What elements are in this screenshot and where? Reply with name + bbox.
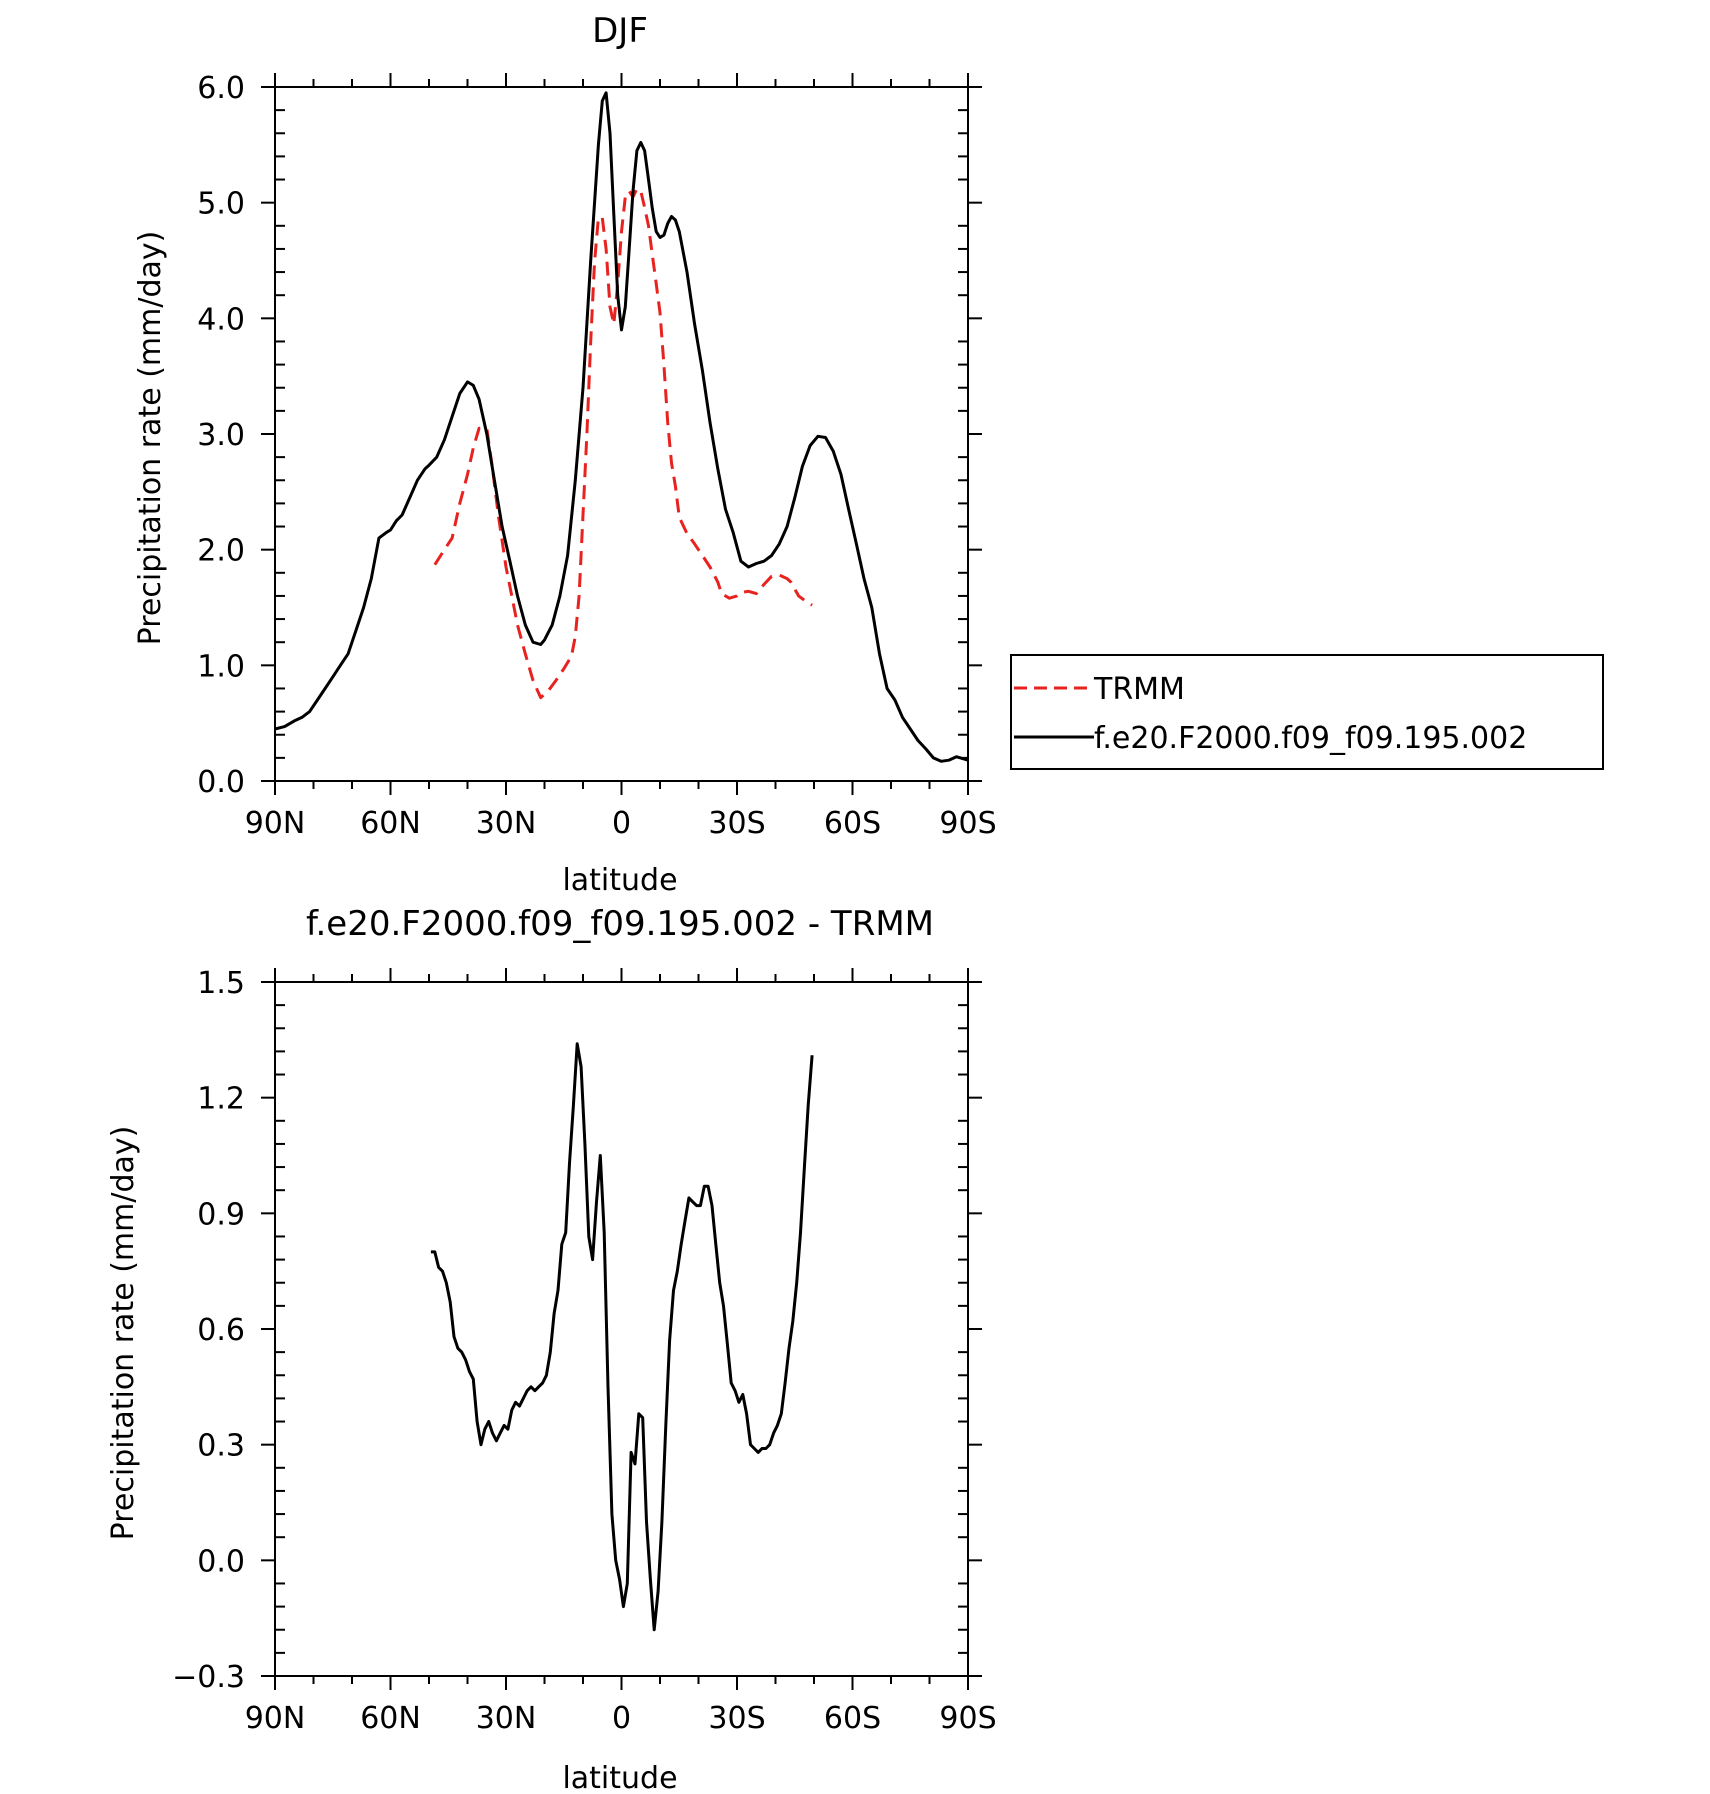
y-tick-label: 1.2	[197, 1082, 245, 1117]
bottom-x-axis-label: latitude	[562, 1761, 677, 1794]
plot-frame	[274, 86, 969, 782]
top-series	[274, 91, 969, 763]
x-tick-label: 90S	[939, 806, 996, 841]
x-tick-label: 90N	[245, 1701, 306, 1736]
x-tick-label: 30S	[708, 806, 765, 841]
y-tick-label: 5.0	[197, 187, 245, 222]
x-tick-label: 30N	[476, 1701, 537, 1736]
y-tick-label: 0.9	[197, 1197, 245, 1232]
legend-box	[1010, 654, 1604, 770]
top-title: DJF	[592, 11, 648, 51]
y-tick-label: 6.0	[197, 71, 245, 106]
y-tick-label: 2.0	[197, 534, 245, 569]
x-tick-label: 30N	[476, 806, 537, 841]
y-tick-label: 0.0	[197, 1544, 245, 1579]
x-tick-label: 60S	[824, 1701, 881, 1736]
y-tick-label: 4.0	[197, 302, 245, 337]
bottom-title: f.e20.F2000.f09_f09.195.002 - TRMM	[306, 904, 934, 944]
x-tick-label: 0	[612, 1701, 631, 1736]
x-tick-label: 60N	[360, 1701, 421, 1736]
bottom-axes: 90N 60N 30N 0 30S 60S 90S −0.3 0.0 0.3 0.6 0.9 1.2 1.…	[172, 966, 996, 1736]
top-panel: DJF 90N 60N 30N 0 30S 60S 90S 0.0 1.0 2.0 3.0 4.0 5.…	[133, 11, 997, 898]
plot-frame	[274, 981, 969, 1677]
y-tick-label: 0.3	[197, 1429, 245, 1464]
x-tick-label: 90N	[245, 806, 306, 841]
series-line-0	[430, 1042, 814, 1632]
x-tick-label: 30S	[708, 1701, 765, 1736]
bottom-y-axis-label: Precipitation rate (mm/day)	[106, 1126, 141, 1541]
bottom-panel: f.e20.F2000.f09_f09.195.002 - TRMM 90N 60…	[106, 904, 997, 1794]
legend-label-model: f.e20.F2000.f09_f09.195.002	[1094, 721, 1527, 756]
y-tick-label: 0.6	[197, 1313, 245, 1348]
y-tick-label: 1.5	[197, 966, 245, 1001]
legend: TRMM f.e20.F2000.f09_f09.195.002	[1010, 654, 1604, 770]
legend-label-trmm: TRMM	[1093, 672, 1185, 707]
top-axes: 90N 60N 30N 0 30S 60S 90S 0.0 1.0 2.0 3.0 4.0 5.0 6.0	[197, 71, 996, 841]
top-y-axis-label: Precipitation rate (mm/day)	[133, 231, 168, 646]
x-tick-label: 90S	[939, 1701, 996, 1736]
x-tick-label: 60S	[824, 806, 881, 841]
bottom-series	[430, 1042, 814, 1632]
y-tick-label: 0.0	[197, 765, 245, 800]
x-tick-label: 0	[612, 806, 631, 841]
y-tick-label: 3.0	[197, 418, 245, 453]
y-tick-label: 1.0	[197, 649, 245, 684]
series-line-1	[274, 91, 969, 763]
top-x-axis-label: latitude	[562, 863, 677, 898]
series-line-0	[433, 187, 813, 700]
y-tick-label: −0.3	[172, 1660, 245, 1695]
x-tick-label: 60N	[360, 806, 421, 841]
